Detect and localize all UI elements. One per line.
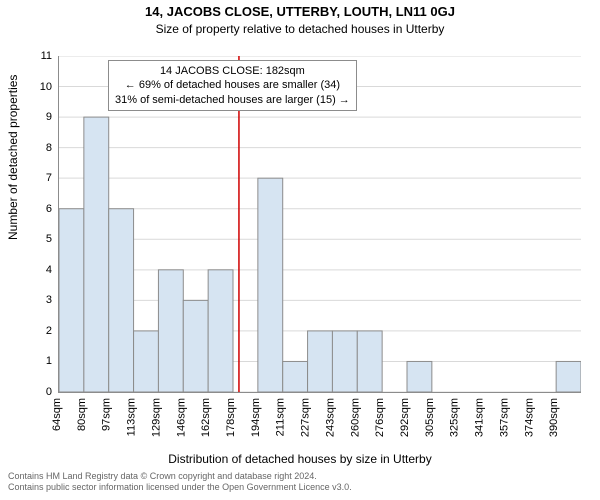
x-tick: 374sqm — [523, 398, 535, 437]
info-box: 14 JACOBS CLOSE: 182sqm ← 69% of detache… — [108, 60, 357, 111]
x-tick: 292sqm — [399, 398, 411, 437]
footer: Contains HM Land Registry data © Crown c… — [8, 471, 352, 494]
x-tick: 305sqm — [424, 398, 436, 437]
x-tick: 211sqm — [275, 398, 287, 436]
y-tick: 4 — [28, 264, 52, 276]
x-tick: 325sqm — [449, 398, 461, 437]
y-tick: 7 — [28, 172, 52, 184]
x-tick: 260sqm — [349, 398, 361, 437]
footer-line-1: Contains HM Land Registry data © Crown c… — [8, 471, 352, 483]
y-tick: 11 — [28, 50, 52, 62]
y-tick: 6 — [28, 203, 52, 215]
y-axis-label: Number of detached properties — [6, 75, 20, 240]
footer-line-2: Contains public sector information licen… — [8, 482, 352, 494]
x-tick-labels: 64sqm 80sqm 97sqm 113sqm 129sqm 146sqm 162sqm 1… — [0, 392, 600, 452]
x-axis-label: Distribution of detached houses by size … — [0, 452, 600, 466]
y-tick: 10 — [28, 81, 52, 93]
x-tick: 194sqm — [250, 398, 262, 437]
y-tick: 1 — [28, 355, 52, 367]
page-subtitle: Size of property relative to detached ho… — [0, 22, 600, 36]
x-tick: 341sqm — [474, 398, 486, 437]
x-tick: 276sqm — [374, 398, 386, 437]
info-line-3: 31% of semi-detached houses are larger (… — [115, 93, 350, 107]
y-tick: 8 — [28, 142, 52, 154]
page-title: 14, JACOBS CLOSE, UTTERBY, LOUTH, LN11 0… — [0, 4, 600, 19]
x-tick: 80sqm — [76, 398, 88, 431]
x-tick: 146sqm — [175, 398, 187, 437]
x-tick: 162sqm — [200, 398, 212, 437]
x-tick: 113sqm — [126, 398, 138, 436]
x-tick: 178sqm — [225, 398, 237, 437]
info-line-2: ← 69% of detached houses are smaller (34… — [115, 78, 350, 92]
x-tick: 97sqm — [101, 398, 113, 431]
x-tick: 64sqm — [51, 398, 63, 431]
y-tick: 2 — [28, 325, 52, 337]
chart-container: 14, JACOBS CLOSE, UTTERBY, LOUTH, LN11 0… — [0, 0, 600, 500]
x-tick: 227sqm — [300, 398, 312, 437]
y-tick: 3 — [28, 294, 52, 306]
y-tick: 5 — [28, 233, 52, 245]
y-tick: 9 — [28, 111, 52, 123]
x-tick: 129sqm — [150, 398, 162, 437]
x-tick: 357sqm — [498, 398, 510, 437]
info-line-1: 14 JACOBS CLOSE: 182sqm — [115, 64, 350, 78]
x-tick: 243sqm — [324, 398, 336, 437]
x-tick: 390sqm — [548, 398, 560, 437]
